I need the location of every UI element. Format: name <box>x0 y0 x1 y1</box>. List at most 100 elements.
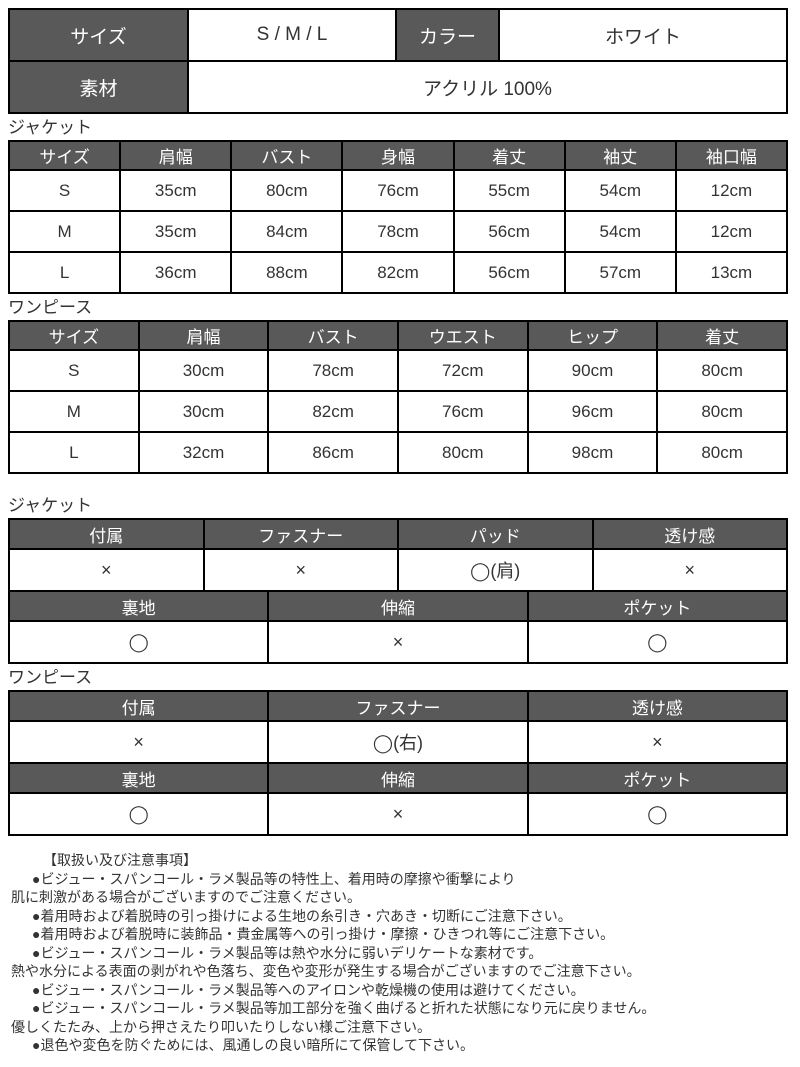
header-cell: 着丈 <box>452 140 566 171</box>
material-header-cell: 素材 <box>8 60 189 114</box>
size-cell: S <box>8 349 140 392</box>
jacket-features-table-part1: 付属 ファスナー パッド 透け感 × × ◯(肩) × <box>8 518 788 592</box>
feature-value-cell: × <box>267 620 529 664</box>
color-value-cell: ホワイト <box>498 8 788 62</box>
jacket-features-table-part2: 裏地 伸縮 ポケット ◯ × ◯ <box>7 590 789 664</box>
measure-cell: 55cm <box>452 169 566 212</box>
onepiece-features-value-row-2: ◯ × ◯ <box>7 792 789 836</box>
jacket-size-section-label: ジャケット <box>8 118 93 137</box>
header-cell: 肩幅 <box>119 140 233 171</box>
header-cell: 裏地 <box>7 590 270 622</box>
header-cell: ファスナー <box>267 690 529 722</box>
onepiece-size-row-l: L 32cm 86cm 80cm 98cm 80cm <box>8 431 788 474</box>
onepiece-size-table: サイズ 肩幅 バスト ウエスト ヒップ 着丈 S 30cm 78cm 72cm … <box>8 320 788 474</box>
header-cell: 伸縮 <box>267 762 529 794</box>
measure-cell: 56cm <box>452 210 566 253</box>
onepiece-features-header-row-1: 付属 ファスナー 透け感 <box>7 690 789 722</box>
header-cell: サイズ <box>7 140 122 171</box>
material-value-cell: アクリル 100% <box>187 60 788 114</box>
measure-cell: 80cm <box>230 169 344 212</box>
measure-cell: 57cm <box>563 251 677 294</box>
feature-value-cell: ◯(肩) <box>397 548 594 592</box>
header-cell: ポケット <box>526 762 789 794</box>
header-cell: 袖丈 <box>563 140 677 171</box>
onepiece-size-row-s: S 30cm 78cm 72cm 90cm 80cm <box>8 349 788 392</box>
measure-cell: 32cm <box>137 431 270 474</box>
measure-cell: 54cm <box>563 169 677 212</box>
header-cell: バスト <box>267 320 399 351</box>
measure-cell: 30cm <box>137 390 270 433</box>
measure-cell: 35cm <box>119 169 233 212</box>
measure-cell: 96cm <box>526 390 659 433</box>
care-note-line: 肌に刺激がある場合がございますのでご注意ください。 <box>11 889 361 905</box>
size-cell: L <box>8 431 140 474</box>
measure-cell: 30cm <box>137 349 270 392</box>
header-cell: ファスナー <box>202 518 399 550</box>
measure-cell: 88cm <box>230 251 344 294</box>
measure-cell: 80cm <box>656 390 788 433</box>
color-header-cell: カラー <box>395 8 500 62</box>
onepiece-features-section-label: ワンピース <box>8 668 93 687</box>
care-note-line: 優しくたたみ、上から押さえたり叩いたりしない様ご注意下さい。 <box>11 1018 431 1035</box>
measure-cell: 82cm <box>267 390 399 433</box>
feature-value-cell: ◯ <box>526 620 789 664</box>
jacket-size-row-s: S 35cm 80cm 76cm 55cm 54cm 12cm <box>7 169 789 212</box>
measure-cell: 76cm <box>341 169 455 212</box>
care-note-line: ●退色や変色を防ぐためには、風通しの良い暗所にて保管して下さい。 <box>32 1037 475 1053</box>
measure-cell: 13cm <box>674 251 789 294</box>
size-value-cell: S / M / L <box>187 8 397 62</box>
measure-cell: 76cm <box>396 390 529 433</box>
spec-summary-table: サイズ S / M / L カラー ホワイト 素材 アクリル 100% <box>8 8 788 114</box>
onepiece-features-value-row-1: × ◯(右) × <box>7 720 789 764</box>
header-cell: パッド <box>397 518 594 550</box>
size-cell: M <box>8 390 140 433</box>
onepiece-size-row-m: M 30cm 82cm 76cm 96cm 80cm <box>8 390 788 433</box>
header-cell: ヒップ <box>526 320 659 351</box>
size-cell: M <box>7 210 122 253</box>
measure-cell: 86cm <box>267 431 399 474</box>
onepiece-features-header-row-2: 裏地 伸縮 ポケット <box>7 762 789 794</box>
jacket-features-value-row-1: × × ◯(肩) × <box>8 548 788 592</box>
header-cell: 付属 <box>8 518 205 550</box>
header-cell: 着丈 <box>656 320 788 351</box>
measure-cell: 54cm <box>563 210 677 253</box>
header-cell: 透け感 <box>591 518 788 550</box>
header-cell: 透け感 <box>526 690 789 722</box>
measure-cell: 36cm <box>119 251 233 294</box>
size-cell: L <box>7 251 122 294</box>
care-notes-title: 【取扱い及び注意事項】 <box>43 852 197 868</box>
feature-value-cell: × <box>7 720 270 764</box>
onepiece-size-section-label: ワンピース <box>8 298 93 317</box>
jacket-features-value-row-2: ◯ × ◯ <box>7 620 789 664</box>
jacket-size-table: サイズ 肩幅 バスト 身幅 着丈 袖丈 袖口幅 S 35cm 80cm 76cm… <box>7 140 789 294</box>
measure-cell: 98cm <box>526 431 659 474</box>
header-cell: ポケット <box>526 590 789 622</box>
header-cell: サイズ <box>8 320 140 351</box>
measure-cell: 35cm <box>119 210 233 253</box>
measure-cell: 78cm <box>341 210 455 253</box>
feature-value-cell: × <box>526 720 789 764</box>
measure-cell: 80cm <box>656 431 788 474</box>
jacket-features-section-label: ジャケット <box>8 496 93 515</box>
measure-cell: 78cm <box>267 349 399 392</box>
jacket-features-header-row-2: 裏地 伸縮 ポケット <box>7 590 789 622</box>
measure-cell: 80cm <box>396 431 529 474</box>
care-note-line: ●ビジュー・スパンコール・ラメ製品等は熱や水分に弱いデリケートな素材です。 <box>32 944 543 961</box>
onepiece-features-table-part1: 付属 ファスナー 透け感 × ◯(右) × <box>7 690 789 764</box>
feature-value-cell: ◯ <box>526 792 789 836</box>
care-note-line: ●ビジュー・スパンコール・ラメ製品等加工部分を強く曲げると折れた状態になり元に戻… <box>32 1000 656 1016</box>
header-cell: 付属 <box>7 690 270 722</box>
header-cell: 肩幅 <box>137 320 270 351</box>
care-note-line: ●ビジュー・スパンコール・ラメ製品等へのアイロンや乾燥機の使用は避けてください。 <box>32 981 585 998</box>
product-spec-sheet: サイズ S / M / L カラー ホワイト 素材 アクリル 100% ジャケッ… <box>7 8 792 1055</box>
measure-cell: 84cm <box>230 210 344 253</box>
feature-value-cell: ◯ <box>7 792 270 836</box>
spec-row-size-color: サイズ S / M / L カラー ホワイト <box>8 8 788 62</box>
size-header-cell: サイズ <box>8 8 189 62</box>
measure-cell: 90cm <box>526 349 659 392</box>
header-cell: バスト <box>230 140 344 171</box>
care-note-line: ●着用時および着脱時に装飾品・貴金属等への引っ掛け・摩擦・ひきつれ等にご注意下さ… <box>32 926 615 942</box>
jacket-size-row-l: L 36cm 88cm 82cm 56cm 57cm 13cm <box>7 251 789 294</box>
feature-value-cell: × <box>8 548 205 592</box>
header-cell: 袖口幅 <box>674 140 789 171</box>
